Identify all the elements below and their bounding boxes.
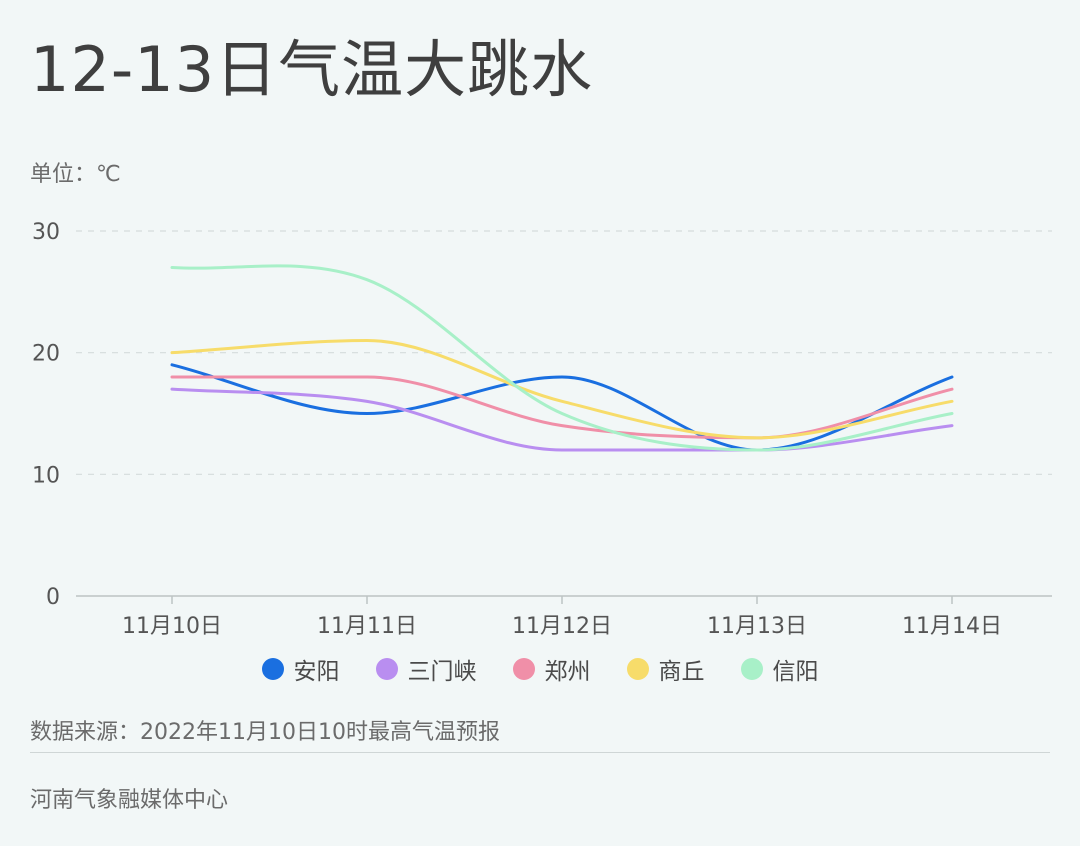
series-line-0 bbox=[170, 363, 954, 452]
legend-item-2[interactable]: 郑州 bbox=[512, 652, 591, 686]
legend-dot-icon bbox=[626, 658, 649, 680]
legend-item-4[interactable]: 信阳 bbox=[740, 652, 819, 686]
x-tick-label: 11月13日 bbox=[707, 614, 807, 639]
line-chart: 0 10 20 30 11月10日 11月11日 11月12日 11月13日 11月14日 bbox=[32, 220, 1052, 639]
legend-label: 商丘 bbox=[658, 659, 705, 685]
legend-dot-icon bbox=[261, 658, 284, 680]
divider bbox=[30, 752, 1050, 753]
legend-dot-icon bbox=[512, 658, 535, 680]
legend: 安阳 三门峡 郑州 商丘 信阳 bbox=[0, 652, 1080, 686]
legend-label: 安阳 bbox=[293, 659, 340, 685]
legend-item-0[interactable]: 安阳 bbox=[261, 652, 340, 686]
legend-dot-icon bbox=[740, 658, 763, 680]
y-tick-label: 10 bbox=[32, 463, 60, 488]
y-tick-label: 0 bbox=[46, 585, 60, 610]
y-tick-label: 20 bbox=[32, 342, 60, 367]
footer-credit: 河南气象融媒体中心 bbox=[30, 788, 229, 813]
series-line-1 bbox=[170, 387, 954, 452]
series-line-3 bbox=[170, 338, 954, 440]
legend-label: 信阳 bbox=[772, 659, 819, 685]
chart-title: 12-13日气温大跳水 bbox=[30, 33, 594, 106]
unit-label: 单位：℃ bbox=[30, 162, 121, 187]
x-tick-label: 11月14日 bbox=[902, 614, 1002, 639]
series-line-2 bbox=[170, 375, 954, 440]
legend-label: 郑州 bbox=[544, 659, 591, 685]
y-tick-label: 30 bbox=[32, 220, 60, 245]
x-tick-label: 11月11日 bbox=[317, 614, 417, 639]
x-tick-label: 11月12日 bbox=[512, 614, 612, 639]
series-line-4 bbox=[170, 264, 954, 452]
legend-label: 三门峡 bbox=[407, 659, 477, 685]
legend-item-1[interactable]: 三门峡 bbox=[375, 652, 477, 686]
legend-dot-icon bbox=[375, 658, 398, 680]
legend-item-3[interactable]: 商丘 bbox=[626, 652, 705, 686]
x-tick-label: 11月10日 bbox=[122, 614, 222, 639]
data-source: 数据来源：2022年11月10日10时最高气温预报 bbox=[30, 720, 500, 745]
